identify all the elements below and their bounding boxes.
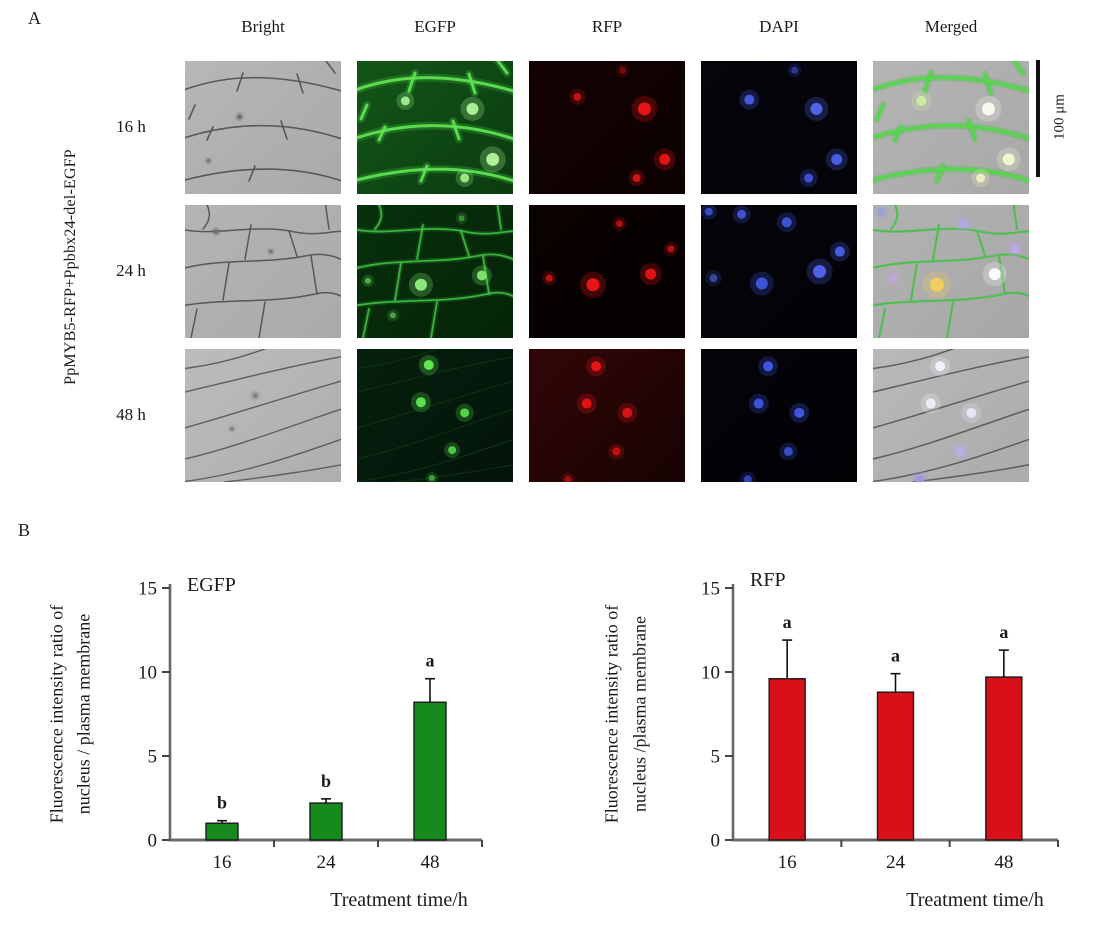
column-header-rfp: RFP — [591, 17, 623, 36]
micrograph-image — [357, 349, 513, 482]
micrograph-dapi-row3 — [701, 349, 857, 482]
significance-letter: a — [783, 612, 792, 632]
micrograph-image — [542, 216, 678, 298]
y-tick-label: 0 — [711, 831, 721, 852]
y-tick-label: 5 — [148, 747, 158, 768]
x-category-label: 48 — [994, 852, 1013, 873]
micrograph-image — [561, 356, 638, 482]
micrograph-image — [739, 356, 810, 482]
significance-letter: a — [891, 646, 900, 666]
column-header-dapi: DAPI — [759, 17, 799, 36]
bar — [768, 678, 806, 841]
micrograph-bright-row3 — [185, 349, 341, 482]
rfp-chart-title: RFP — [750, 569, 786, 591]
micrograph-egfp-row1 — [357, 61, 513, 194]
micrograph-image — [185, 61, 341, 182]
egfp-chart-ylabel-line2: nucleus / plasma membrane — [73, 613, 94, 815]
rfp-chart-ylabel-line2: nucleus /plasma membrane — [629, 616, 650, 812]
egfp-chart-title: EGFP — [187, 574, 236, 596]
micrograph-image — [701, 205, 850, 296]
micrograph-image — [185, 205, 341, 338]
x-category-label: 24 — [317, 852, 337, 873]
micrograph-dapi-row2 — [701, 205, 857, 338]
micrograph-image — [873, 349, 1029, 482]
row-label-16h: 16 h — [116, 117, 146, 136]
x-category-label: 16 — [213, 852, 232, 873]
micrograph-merged-row3 — [873, 349, 1029, 482]
scale-bar — [1036, 60, 1040, 177]
x-category-label: 24 — [886, 852, 906, 873]
significance-letter: b — [321, 771, 331, 791]
y-tick-label: 15 — [701, 579, 720, 600]
micrograph-image — [739, 63, 848, 188]
column-header-merged: Merged — [924, 17, 978, 36]
y-tick-label: 10 — [701, 663, 720, 684]
bar — [876, 691, 915, 841]
x-category-label: 16 — [778, 852, 797, 873]
micrograph-egfp-row2 — [357, 205, 513, 338]
micrograph-merged-row1 — [873, 61, 1029, 194]
micrograph-egfp-row3 — [357, 349, 513, 482]
rfp-chart-ylabel-line1: Fluorescence intensity ratio of — [601, 604, 622, 824]
y-tick-label: 10 — [138, 663, 157, 684]
rfp-chart-xlabel: Treatment time/h — [906, 889, 1044, 911]
y-tick-label: 0 — [148, 831, 158, 852]
micrograph-dapi-row1 — [701, 61, 857, 194]
egfp-chart-ylabel-line1: Fluorescence intensity ratio of — [46, 604, 67, 824]
panel-b-label: B — [18, 520, 31, 540]
y-tick-label: 5 — [711, 747, 721, 768]
y-tick-label: 15 — [138, 579, 157, 600]
significance-letter: b — [217, 793, 227, 813]
micrograph-rfp-row3 — [529, 349, 685, 482]
micrograph-image — [357, 61, 513, 188]
bar — [205, 822, 239, 841]
bar — [309, 802, 343, 841]
micrograph-rfp-row2 — [529, 205, 685, 338]
micrograph-image — [873, 205, 1029, 338]
panel-a-label: A — [28, 8, 41, 28]
column-header-bright: Bright — [241, 17, 285, 36]
micrograph-image — [357, 205, 513, 338]
micrograph-image — [873, 61, 1029, 188]
x-category-label: 48 — [421, 852, 440, 873]
bar — [985, 676, 1023, 841]
row-label-48h: 48 h — [116, 405, 146, 424]
micrograph-rfp-row1 — [529, 61, 685, 194]
significance-letter: a — [999, 622, 1008, 642]
egfp-chart-xlabel: Treatment time/h — [330, 889, 468, 911]
bar — [413, 701, 447, 841]
column-header-egfp: EGFP — [414, 17, 456, 36]
row-label-24h: 24 h — [116, 261, 146, 280]
micrograph-image — [569, 63, 676, 187]
micrograph-bright-row2 — [185, 205, 341, 338]
significance-letter: a — [426, 651, 435, 671]
micrograph-merged-row2 — [873, 205, 1029, 338]
micrograph-image — [185, 349, 341, 482]
micrograph-bright-row1 — [185, 61, 341, 194]
